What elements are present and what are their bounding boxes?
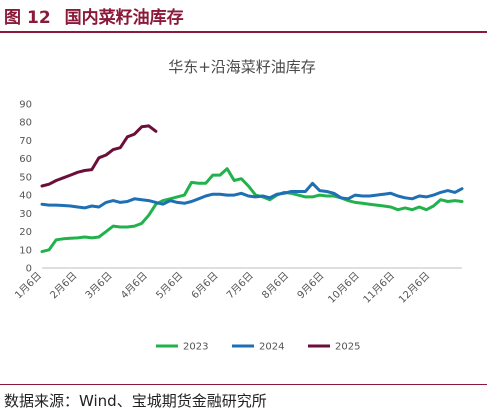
chart-area: 华东+沿海菜籽油库存 0 10 20 30 40 50 60 70 80 90 1月6日 2月6日 3… bbox=[12, 58, 464, 353]
figure-number: 12 bbox=[27, 8, 51, 28]
y-tick-label: 20 bbox=[19, 227, 32, 238]
y-tick-label: 40 bbox=[19, 191, 32, 202]
y-tick-label: 80 bbox=[19, 118, 32, 129]
x-tick-label: 9月6日 bbox=[295, 270, 327, 302]
figure-label: 图 bbox=[4, 8, 21, 28]
x-tick-label: 3月6日 bbox=[83, 270, 115, 302]
y-tick-label: 70 bbox=[19, 136, 32, 147]
x-tick-label: 5月6日 bbox=[154, 270, 186, 302]
x-tick-label: 7月6日 bbox=[224, 270, 256, 302]
y-tick-label: 0 bbox=[26, 264, 32, 275]
y-tick-label: 90 bbox=[19, 100, 32, 111]
top-divider bbox=[0, 31, 487, 33]
series-line-2024 bbox=[40, 181, 464, 210]
y-tick-label: 30 bbox=[19, 209, 32, 220]
bottom-divider bbox=[0, 384, 487, 385]
y-axis: 0 10 20 30 40 50 60 70 80 90 bbox=[19, 100, 32, 275]
series-line-2025 bbox=[40, 124, 158, 188]
x-tick-label: 11月6日 bbox=[361, 270, 397, 306]
series-line-2023 bbox=[40, 167, 464, 254]
figure-title: 国内菜籽油库存 bbox=[64, 8, 184, 28]
y-tick-label: 60 bbox=[19, 154, 32, 165]
x-tick-label: 10月6日 bbox=[326, 270, 362, 306]
figure-heading: 图 12 国内菜籽油库存 bbox=[4, 3, 184, 28]
x-axis: 1月6日 2月6日 3月6日 4月6日 5月6日 6月6日 7月6日 8月6日 9月6日 10月6… bbox=[12, 270, 432, 306]
x-tick-label: 2月6日 bbox=[48, 270, 80, 302]
source-note: 数据来源：Wind、宝城期货金融研究所 bbox=[4, 392, 267, 410]
y-tick-label: 10 bbox=[19, 245, 32, 256]
legend-label-2023: 2023 bbox=[183, 342, 208, 353]
x-tick-label: 4月6日 bbox=[118, 270, 150, 302]
legend-label-2025: 2025 bbox=[335, 342, 360, 353]
x-tick-label: 12月6日 bbox=[396, 270, 432, 306]
chart-title: 华东+沿海菜籽油库存 bbox=[168, 58, 316, 76]
x-tick-label: 6月6日 bbox=[189, 270, 221, 302]
chart-legend: 2023 2024 2025 bbox=[156, 342, 360, 353]
series-lines bbox=[40, 124, 464, 254]
legend-label-2024: 2024 bbox=[259, 342, 284, 353]
x-tick-label: 8月6日 bbox=[260, 270, 292, 302]
y-tick-label: 50 bbox=[19, 172, 32, 183]
